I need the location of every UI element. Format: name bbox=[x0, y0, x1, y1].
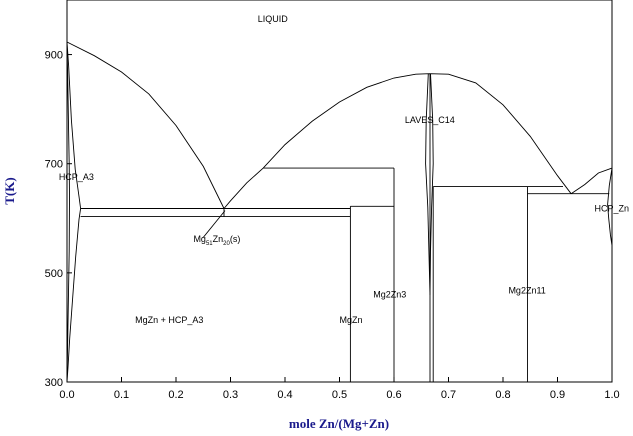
x-tick-label: 0.1 bbox=[114, 389, 129, 401]
phase-boundary-line bbox=[202, 210, 226, 238]
phase-boundary-line bbox=[425, 73, 431, 295]
phase-boundary-line bbox=[66, 41, 82, 383]
x-tick-label: 0.3 bbox=[223, 389, 238, 401]
region-label: LAVES_C14 bbox=[405, 115, 455, 125]
region-label: Mg2Zn3 bbox=[373, 289, 406, 299]
region-label: MgZn + HCP_A3 bbox=[135, 315, 203, 325]
phase-boundary-line bbox=[429, 73, 434, 295]
y-tick-label: 900 bbox=[45, 50, 63, 62]
region-label: HCP_Zn bbox=[595, 204, 630, 214]
y-tick-label: 300 bbox=[45, 377, 63, 389]
x-tick-label: 0.0 bbox=[59, 389, 74, 401]
x-axis-title: mole Zn/(Mg+Zn) bbox=[289, 416, 389, 431]
y-tick-label: 500 bbox=[45, 268, 63, 280]
phase-boundaries bbox=[66, 41, 613, 383]
y-axis-title: T(K) bbox=[2, 177, 17, 204]
x-tick-label: 0.7 bbox=[441, 389, 456, 401]
x-tick-label: 0.9 bbox=[550, 389, 565, 401]
region-label: Mg2Zn11 bbox=[508, 286, 545, 296]
x-tick-label: 0.5 bbox=[332, 389, 347, 401]
phase-boundary-line bbox=[66, 41, 70, 383]
y-axis: 300 500 700 900 bbox=[45, 50, 72, 389]
region-label: LIQUID bbox=[258, 14, 289, 24]
x-axis: 0.0 0.1 0.2 0.3 0.4 0.5 0.6 0.7 0.8 0.9 1.0 bbox=[59, 377, 620, 401]
x-tick-label: 0.2 bbox=[168, 389, 183, 401]
phase-boundary-line bbox=[223, 73, 572, 209]
phase-boundary-line bbox=[570, 167, 613, 195]
region-labels: LIQUID LAVES_C14 HCP_A3 HCP_Zn Mg2Zn3 Mg2Zn11… bbox=[59, 14, 629, 325]
phase-boundary-line bbox=[607, 168, 613, 246]
y-tick-label: 700 bbox=[45, 159, 63, 171]
x-tick-label: 1.0 bbox=[604, 389, 619, 401]
region-label: Mg51Zn20(s) bbox=[193, 234, 240, 247]
phase-boundary-line bbox=[66, 41, 225, 209]
region-label: HCP_A3 bbox=[59, 172, 94, 182]
region-label: MgZn bbox=[340, 315, 363, 325]
x-tick-label: 0.4 bbox=[277, 389, 292, 401]
x-tick-label: 0.8 bbox=[495, 389, 510, 401]
x-tick-label: 0.6 bbox=[386, 389, 401, 401]
